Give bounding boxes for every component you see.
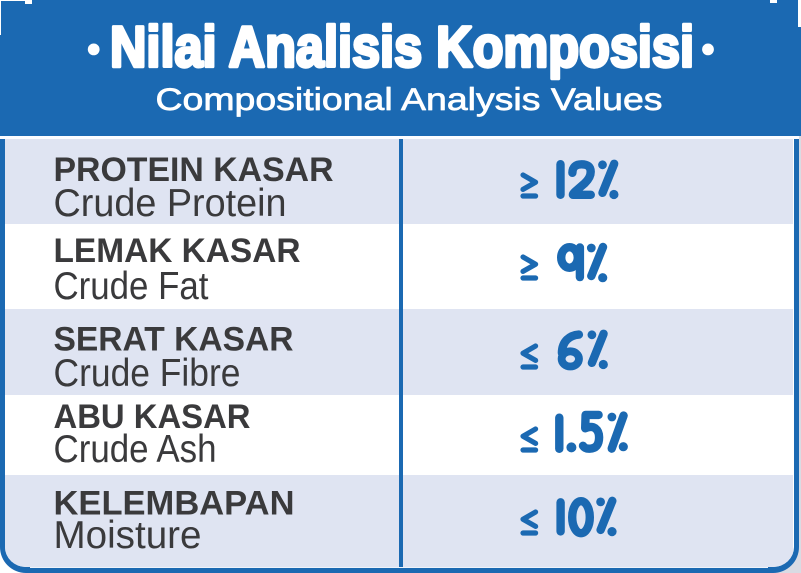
svg-text:KELEMBAPAN: KELEMBAPAN xyxy=(54,484,295,522)
svg-text:PROTEIN KASAR: PROTEIN KASAR xyxy=(54,151,334,189)
svg-text:Crude Fat: Crude Fat xyxy=(54,265,209,308)
svg-text:Compositional Analysis Values: Compositional Analysis Values xyxy=(156,81,663,117)
svg-text:Crude Protein: Crude Protein xyxy=(54,182,287,225)
svg-text:SERAT KASAR: SERAT KASAR xyxy=(54,321,294,359)
svg-text:Nilai Analisis Komposisi: Nilai Analisis Komposisi xyxy=(110,16,694,80)
svg-text:ABU KASAR: ABU KASAR xyxy=(54,398,251,436)
svg-text:LEMAK KASAR: LEMAK KASAR xyxy=(54,232,301,270)
svg-text:Moisture: Moisture xyxy=(54,514,202,557)
svg-text:Crude Ash: Crude Ash xyxy=(54,428,217,471)
svg-text:Crude Fibre: Crude Fibre xyxy=(54,352,241,395)
